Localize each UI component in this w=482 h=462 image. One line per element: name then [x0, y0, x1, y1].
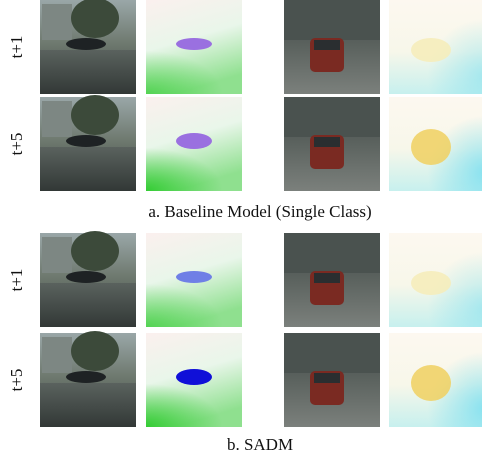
building	[42, 101, 72, 137]
flow-blob	[176, 271, 212, 283]
road	[40, 50, 136, 94]
facade	[284, 333, 380, 373]
road	[40, 147, 136, 191]
flow-blob	[176, 38, 212, 50]
car-window	[314, 137, 340, 147]
panel: t+1 t+5 b. SADM	[7, 231, 482, 454]
flow-blob	[411, 129, 451, 165]
car	[66, 135, 106, 147]
tree	[71, 231, 119, 271]
flow-blob	[176, 369, 212, 385]
car-window	[314, 40, 340, 50]
row-label: t+5	[7, 369, 26, 392]
panel: t+1 t+5 a. Baseline Model (Single Class)	[7, 0, 482, 221]
row-label: t+1	[7, 36, 26, 59]
facade	[284, 0, 380, 40]
building	[42, 337, 72, 373]
flow-blob	[411, 38, 451, 62]
caption: b. SADM	[227, 435, 293, 454]
building	[42, 4, 72, 40]
facade	[284, 97, 380, 137]
flow-blob	[411, 271, 451, 295]
tree	[71, 331, 119, 371]
facade	[284, 233, 380, 273]
figure: t+1t+5a. Baseline Model (Single Class)t+…	[0, 0, 482, 457]
caption: a. Baseline Model (Single Class)	[148, 202, 371, 221]
tree	[71, 95, 119, 135]
building	[42, 237, 72, 273]
row-label: t+1	[7, 269, 26, 292]
flow-blob	[411, 365, 451, 401]
car	[66, 371, 106, 383]
road	[40, 383, 136, 427]
car-window	[314, 273, 340, 283]
flow-blob	[176, 133, 212, 149]
car-window	[314, 373, 340, 383]
road	[40, 283, 136, 327]
car	[66, 271, 106, 283]
row-label: t+5	[7, 133, 26, 156]
car	[66, 38, 106, 50]
